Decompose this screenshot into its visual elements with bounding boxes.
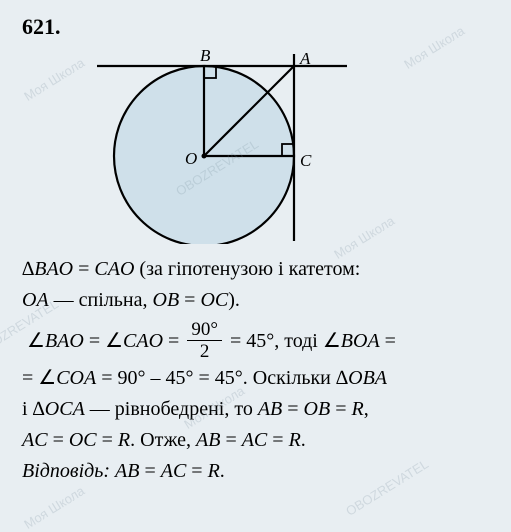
t: = 45°, тоді ∠: [225, 330, 341, 352]
watermark: Моя Школа: [21, 55, 87, 104]
t: =: [48, 429, 69, 451]
t: OB: [304, 398, 331, 420]
t: AC: [22, 429, 48, 451]
t: AC: [161, 460, 187, 482]
numerator: 90°: [187, 320, 222, 341]
t: = 90° – 45° = 45°. Оскільки ∆: [96, 367, 348, 389]
t: ∆: [22, 258, 34, 280]
t: R: [208, 460, 220, 482]
label-o: O: [185, 149, 197, 168]
t: OB: [153, 289, 180, 311]
label-c: C: [300, 151, 312, 170]
t: — спільна,: [49, 289, 153, 311]
t: =: [139, 460, 160, 482]
t: CAO: [123, 330, 163, 352]
t: COA: [56, 367, 96, 389]
t: (за гіпотенузою і катетом:: [134, 258, 360, 280]
t: =: [282, 398, 303, 420]
label-b: B: [200, 46, 211, 65]
t: =: [330, 398, 351, 420]
t: =: [186, 460, 207, 482]
t: .: [220, 460, 225, 482]
t: BOA: [341, 330, 380, 352]
t: AB: [110, 460, 139, 482]
denominator: 2: [187, 341, 222, 361]
t: i ∆: [22, 398, 45, 420]
t: =: [73, 258, 94, 280]
answer-label: Відповідь:: [22, 460, 110, 482]
t: R: [289, 429, 301, 451]
t: .: [301, 429, 306, 451]
t: ∠: [27, 330, 45, 352]
t: R: [118, 429, 130, 451]
t: BAO: [34, 258, 73, 280]
t: — рівнобедрені, то: [85, 398, 258, 420]
problem-number: 621.: [22, 14, 489, 40]
t: OBA: [348, 367, 387, 389]
label-a: A: [299, 49, 311, 68]
t: =: [97, 429, 118, 451]
point-o: [202, 154, 207, 159]
t: . Отже,: [130, 429, 196, 451]
t: OCA: [45, 398, 85, 420]
t: ).: [228, 289, 240, 311]
t: OC: [69, 429, 97, 451]
t: =: [220, 429, 241, 451]
t: AB: [258, 398, 282, 420]
geometry-diagram: O B A C: [92, 46, 352, 244]
t: =: [267, 429, 288, 451]
proof-text: ∆BAO = CAO (за гіпотенузою і катетом: OA…: [22, 254, 489, 487]
t: =: [163, 330, 184, 352]
t: =: [179, 289, 200, 311]
t: OA: [22, 289, 49, 311]
t: R: [352, 398, 364, 420]
t: OC: [200, 289, 228, 311]
t: AC: [242, 429, 268, 451]
t: =: [380, 330, 396, 352]
t: = ∠: [84, 330, 123, 352]
t: AB: [196, 429, 220, 451]
t: CAO: [94, 258, 134, 280]
t: BAO: [45, 330, 84, 352]
t: ,: [364, 398, 369, 420]
fraction: 90°2: [187, 320, 222, 361]
watermark: Моя Школа: [21, 483, 87, 532]
t: = ∠: [22, 367, 56, 389]
